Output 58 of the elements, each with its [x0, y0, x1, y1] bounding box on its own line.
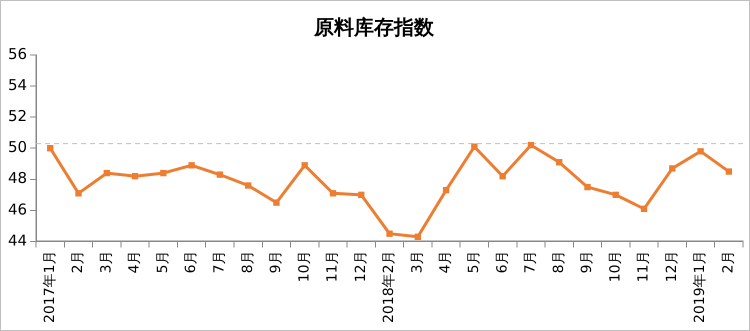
x-tick-label: 10月	[607, 250, 624, 282]
x-tick-label: 4月	[438, 250, 454, 274]
x-tick-label: 4月	[126, 250, 143, 274]
point	[386, 230, 393, 237]
x-tick-label: 10月	[296, 250, 312, 282]
point	[47, 145, 54, 152]
point	[442, 187, 450, 194]
point	[160, 170, 167, 176]
point	[697, 148, 704, 155]
x-tick-label: 9月	[268, 250, 284, 274]
x-tick-label: 2月	[720, 250, 736, 274]
x-tick-label: 2017年1月	[42, 250, 58, 324]
x-tick-label: 2019年1月	[692, 250, 708, 324]
x-tick-label: 6月	[494, 250, 510, 274]
point	[584, 184, 591, 190]
x-tick-label: 8月	[550, 250, 567, 274]
point	[75, 190, 82, 196]
point	[669, 165, 676, 172]
point	[244, 182, 252, 189]
y-tick-label: 46	[8, 200, 28, 218]
point	[640, 206, 648, 212]
y-tick-label: 56	[8, 44, 28, 63]
y-tick-label: 48	[8, 169, 28, 188]
point	[273, 199, 280, 206]
point	[132, 173, 138, 180]
point	[556, 159, 562, 166]
point	[188, 162, 195, 169]
point	[330, 190, 336, 196]
point	[302, 162, 308, 169]
point	[104, 170, 110, 176]
x-tick-label: 7月	[212, 250, 228, 274]
x-tick-label: 11月	[636, 250, 652, 282]
point	[358, 192, 364, 198]
point	[471, 143, 478, 150]
point	[612, 192, 619, 198]
x-tick-label: 2018年2月	[381, 250, 398, 324]
y-tick-label: 54	[8, 76, 28, 94]
x-tick-label: 11月	[324, 250, 341, 282]
x-tick-label: 5月	[466, 250, 482, 274]
chart-title: 原料库存指数	[313, 15, 435, 40]
y-tick-label: 50	[8, 138, 28, 156]
x-tick-label: 6月	[183, 250, 200, 274]
point	[528, 142, 534, 148]
x-tick-label: 12月	[352, 250, 369, 282]
point	[414, 234, 421, 240]
x-tick-label: 2月	[70, 250, 86, 274]
point	[499, 173, 506, 180]
x-tick-label: 9月	[579, 250, 596, 274]
y-tick-label: 44	[8, 231, 28, 250]
x-tick-label: 12月	[664, 250, 680, 282]
x-tick-label: 5月	[154, 250, 171, 274]
x-tick-label: 3月	[98, 250, 114, 274]
point	[216, 171, 224, 178]
x-tick-label: 3月	[409, 250, 426, 274]
x-tick-label: 7月	[522, 250, 539, 274]
point	[726, 168, 732, 175]
x-tick-label: 8月	[240, 250, 256, 274]
y-tick-label: 52	[8, 107, 28, 126]
